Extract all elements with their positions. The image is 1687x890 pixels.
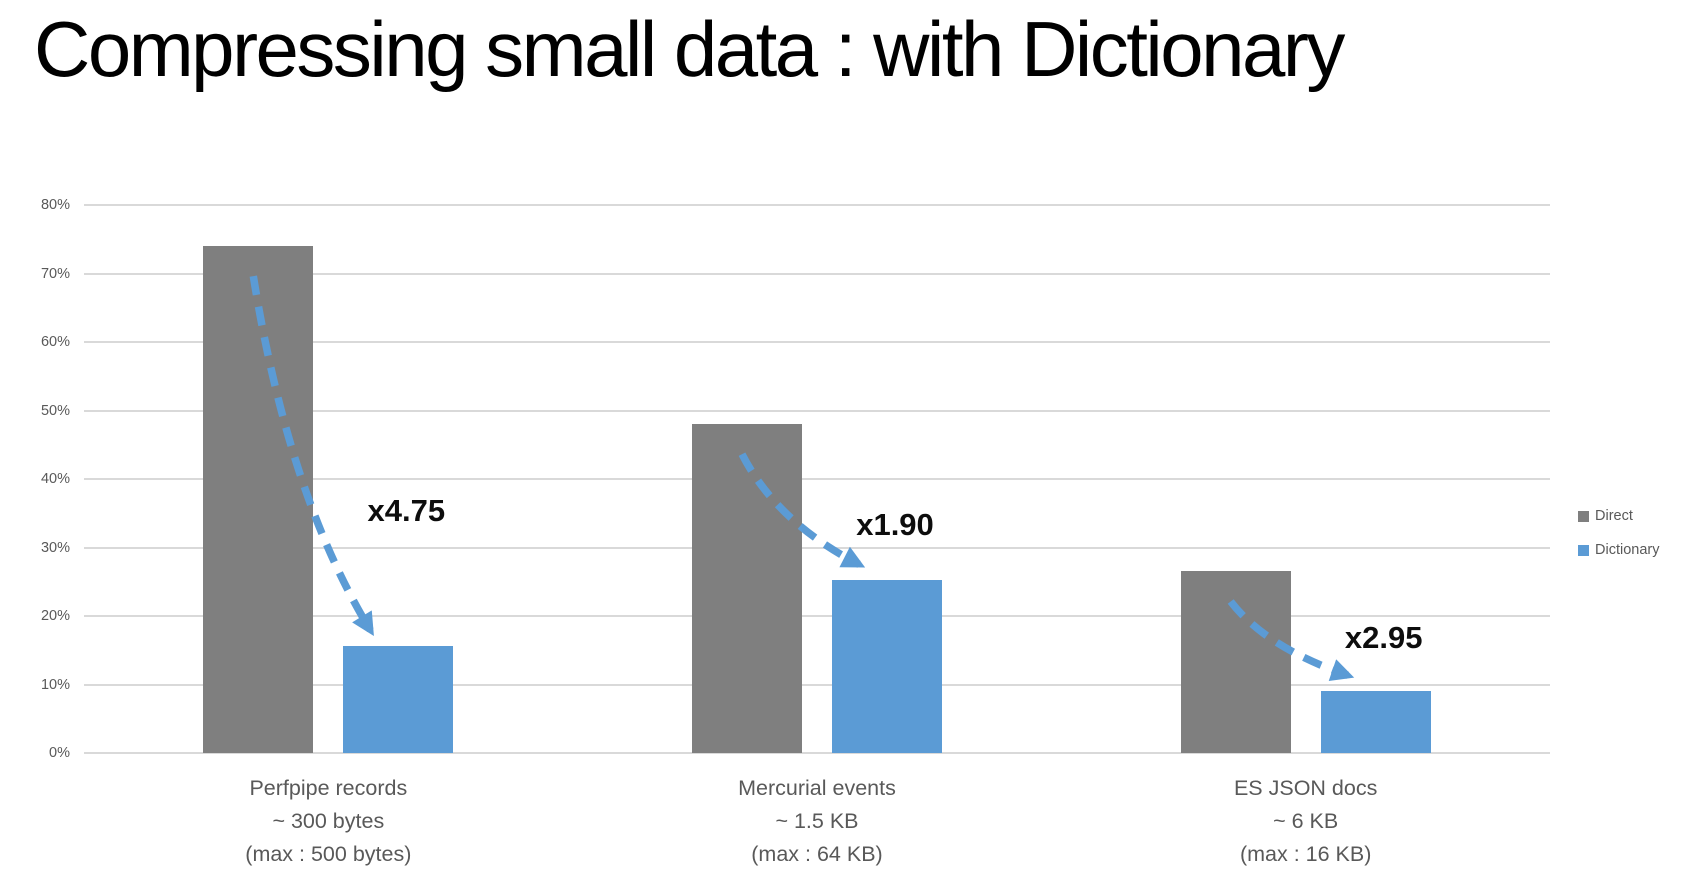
y-tick-label-20%: 20% [40,608,70,624]
y-tick-label-60%: 60% [40,334,70,350]
legend-item-direct: Direct [1578,506,1659,526]
category-label-2-line-2: (max : 16 KB) [1239,842,1372,866]
category-label-0-line-0: Perfpipe records [249,776,408,800]
category-label-0: Perfpipe records ~ 300 bytes (max : 500 by… [84,772,573,871]
y-tick-label-10%: 10% [40,676,70,693]
y-tick-label-30%: 30% [40,539,70,556]
gridline-80% [84,204,1550,206]
gridline-20% [84,615,1550,617]
y-tick-label-40%: 40% [40,471,70,487]
bar-direct-1 [692,424,802,753]
bar-direct-0 [203,246,314,753]
y-tick-label-70%: 70% [40,265,70,282]
category-label-1-line-1: ~ 1.5 KB [775,809,859,833]
ratio-annotation-x2.95: x2.95 [1344,619,1423,655]
y-tick-label-80%: 80% [40,197,70,213]
bar-dictionary-2 [1320,691,1431,753]
gridline-0% [84,752,1550,754]
bar-dictionary-0 [343,646,454,753]
y-tick-label-50%: 50% [40,402,70,419]
chart-legend: Direct Dictionary [1578,506,1659,574]
gridline-60% [84,341,1550,343]
bar-dictionary-1 [832,580,942,753]
category-label-0-line-1: ~ 300 bytes [272,809,385,833]
category-label-2-line-0: ES JSON docs [1233,776,1378,800]
category-label-2-line-1: ~ 6 KB [1273,809,1339,833]
ratio-annotation-x4.75: x4.75 [367,493,446,529]
legend-label-direct: Direct [1595,508,1633,524]
gridline-70% [84,272,1550,275]
category-label-1-line-2: (max : 64 KB) [751,842,883,866]
category-label-0-line-2: (max : 500 bytes) [245,842,412,866]
direct-swatch-icon [1578,510,1589,522]
bar-direct-2 [1180,571,1291,753]
legend-item-dictionary: Dictionary [1578,540,1659,560]
y-tick-label-0%: 0% [49,745,70,761]
category-label-2: ES JSON docs ~ 6 KB (max : 16 KB) [1061,772,1550,871]
category-label-1-line-0: Mercurial events [738,776,896,800]
gridline-50% [84,409,1550,412]
ratio-annotation-x1.90: x1.90 [856,506,934,542]
page-title: Compressing small data : with Dictionary [34,5,1345,93]
legend-label-dictionary: Dictionary [1595,542,1660,558]
category-label-1: Mercurial events ~ 1.5 KB (max : 64 KB) [573,772,1062,871]
dictionary-swatch-icon [1578,544,1589,556]
gridline-10% [84,683,1550,686]
